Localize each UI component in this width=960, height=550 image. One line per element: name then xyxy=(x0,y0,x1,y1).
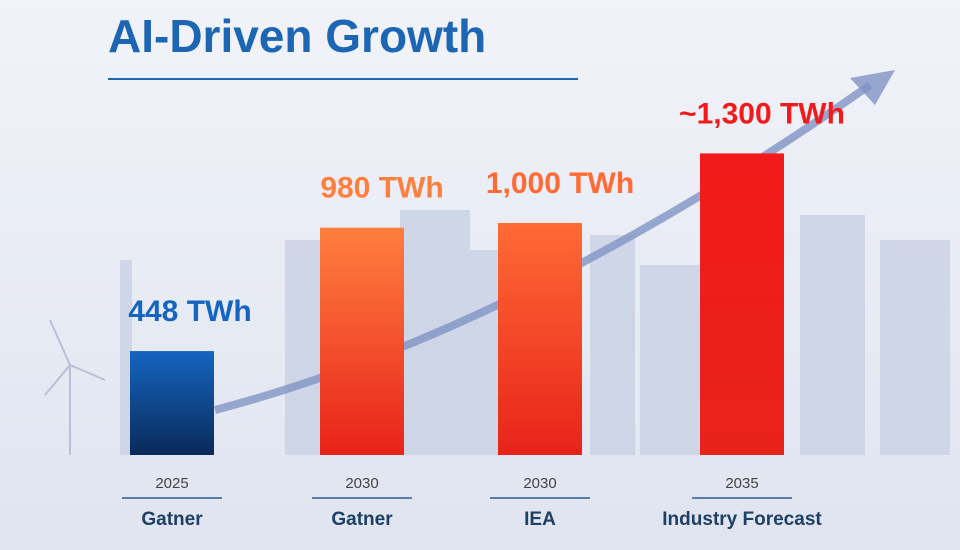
x-tick-label: 2030 xyxy=(345,475,378,492)
value-label: 980 TWh xyxy=(320,172,443,205)
value-label: ~1,300 TWh xyxy=(679,97,845,130)
arrow-head xyxy=(850,70,895,105)
bar xyxy=(130,351,214,455)
source-label: IEA xyxy=(524,509,556,530)
source-label: Industry Forecast xyxy=(662,509,822,530)
value-label: 448 TWh xyxy=(128,295,251,328)
source-label: Gatner xyxy=(331,509,393,530)
chart-title: AI-Driven Growth xyxy=(108,10,486,62)
bar xyxy=(498,223,582,455)
value-label: 1,000 TWh xyxy=(486,167,634,200)
wind-turbines xyxy=(44,319,106,455)
bar xyxy=(700,153,784,455)
source-label: Gatner xyxy=(141,509,203,530)
x-tick-label: 2035 xyxy=(725,475,758,492)
x-tick-label: 2030 xyxy=(523,475,556,492)
bar xyxy=(320,227,404,455)
x-tick-label: 2025 xyxy=(155,475,188,492)
